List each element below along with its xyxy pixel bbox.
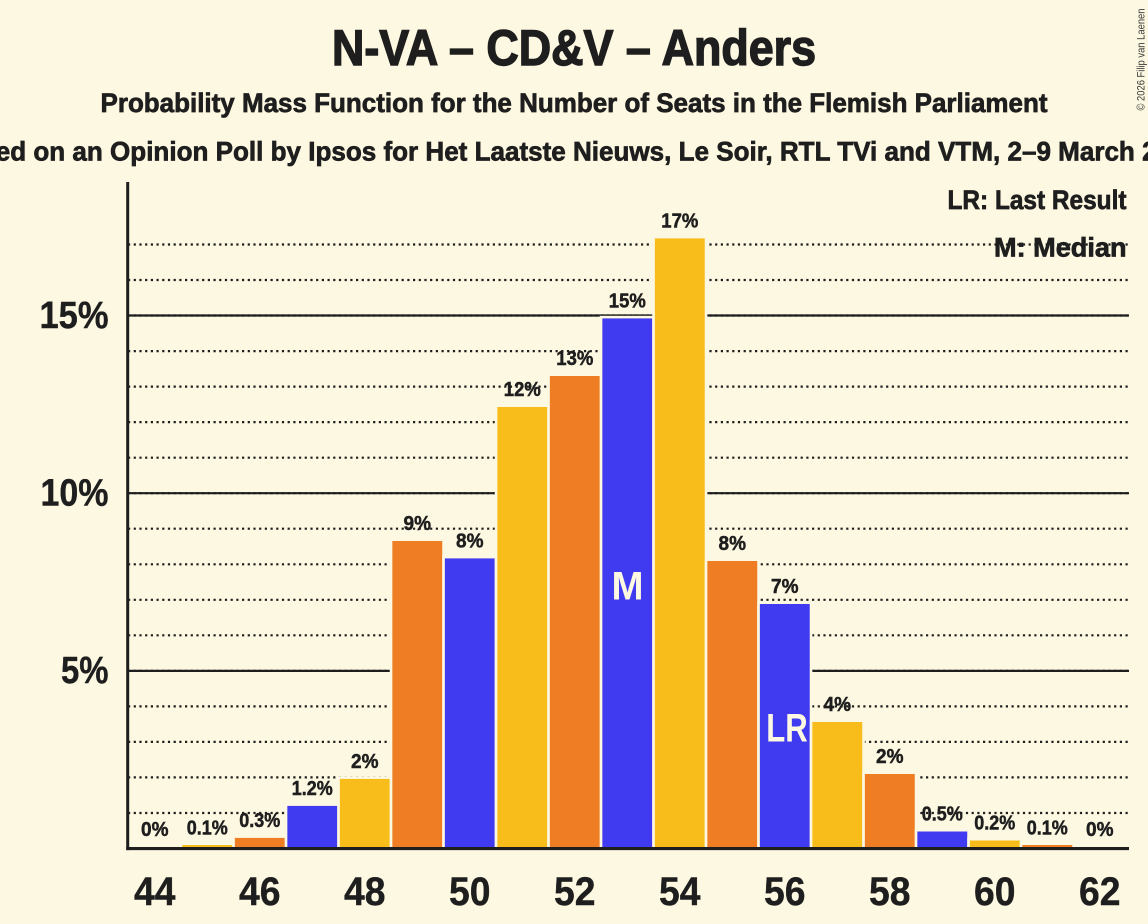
svg-text:Based on an Opinion Poll by Ip: Based on an Opinion Poll by Ipsos for He… [0,136,1148,166]
svg-text:0.3%: 0.3% [239,809,280,832]
svg-text:0%: 0% [1086,818,1114,841]
svg-text:© 2026 Filip van Laenen: © 2026 Filip van Laenen [1135,9,1147,111]
svg-text:7%: 7% [771,575,799,598]
svg-text:17%: 17% [661,209,698,232]
svg-text:0.2%: 0.2% [974,812,1015,835]
svg-text:58: 58 [869,870,911,914]
svg-text:LR: Last Result: LR: Last Result [948,185,1127,215]
svg-text:0%: 0% [141,818,169,841]
svg-text:12%: 12% [504,378,541,401]
svg-text:56: 56 [764,870,806,914]
svg-text:5%: 5% [61,650,109,692]
svg-text:62: 62 [1079,870,1121,914]
svg-text:2%: 2% [876,745,904,768]
svg-text:46: 46 [239,870,281,914]
svg-text:2%: 2% [351,750,379,773]
svg-text:15%: 15% [40,295,109,337]
svg-text:60: 60 [974,870,1016,914]
svg-text:LR: LR [766,707,808,751]
svg-text:N-VA – CD&V – Anders: N-VA – CD&V – Anders [332,20,816,76]
svg-text:44: 44 [134,870,176,914]
svg-text:8%: 8% [456,529,484,552]
svg-text:M: Median: M: Median [994,233,1127,263]
svg-text:54: 54 [659,870,701,914]
svg-text:13%: 13% [556,347,593,370]
svg-text:9%: 9% [404,512,432,535]
svg-text:0.1%: 0.1% [1027,817,1068,840]
svg-text:10%: 10% [41,473,109,515]
svg-text:M: M [612,565,644,609]
svg-text:50: 50 [449,870,491,914]
svg-text:4%: 4% [824,693,852,716]
svg-text:48: 48 [344,870,386,914]
svg-text:52: 52 [554,870,596,914]
svg-text:0.1%: 0.1% [187,817,228,840]
svg-text:0.5%: 0.5% [922,803,963,826]
svg-text:8%: 8% [719,532,747,555]
svg-text:Probability Mass Function for: Probability Mass Function for the Number… [101,88,1048,118]
svg-text:1.2%: 1.2% [292,777,333,800]
svg-text:15%: 15% [609,289,646,312]
